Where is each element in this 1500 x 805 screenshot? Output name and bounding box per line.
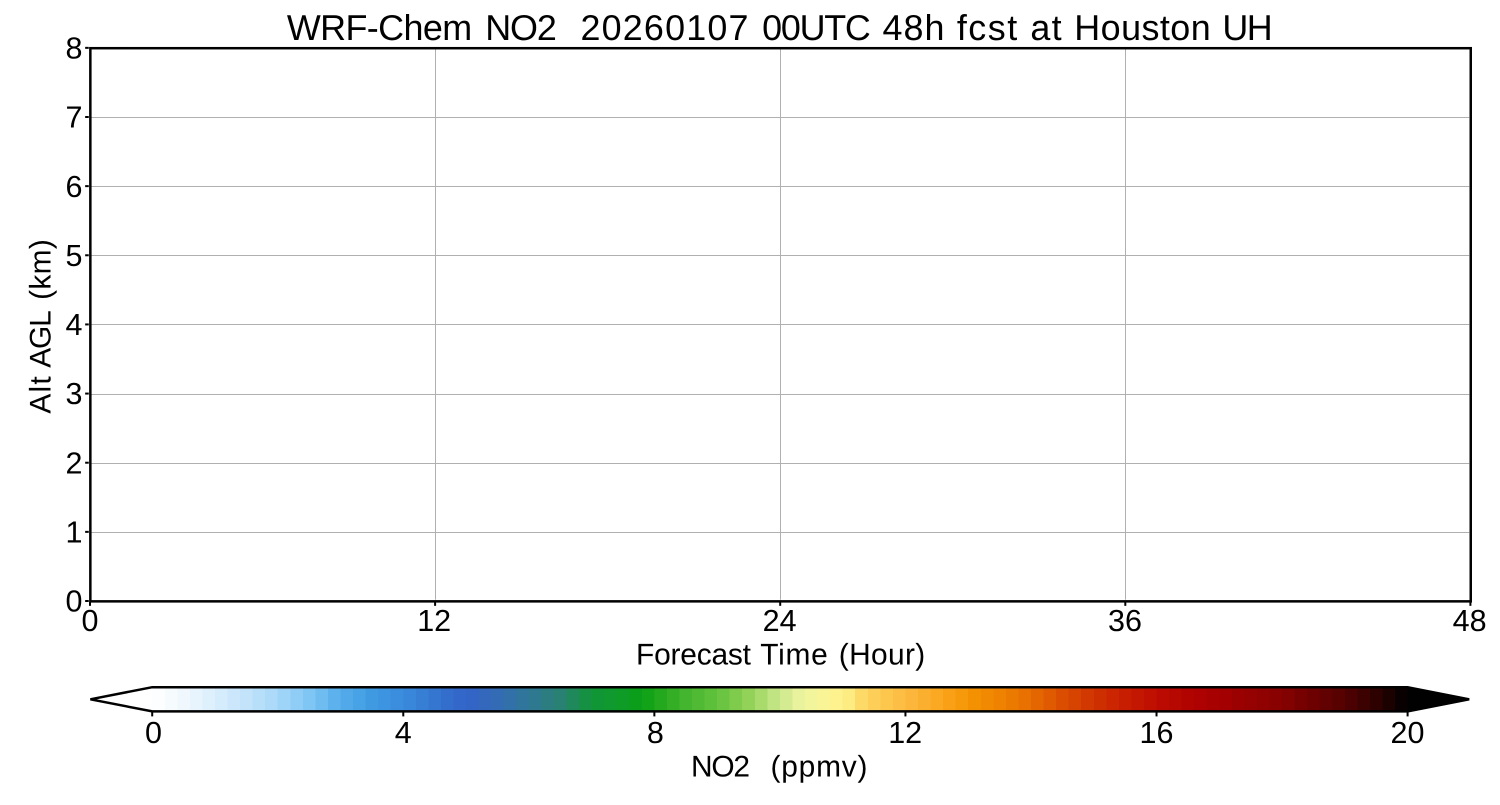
svg-text:16: 16 (1140, 716, 1174, 750)
svg-text:(km): (km) (25, 239, 58, 300)
svg-text:fcst: fcst (957, 8, 1019, 48)
svg-text:8: 8 (647, 716, 664, 750)
svg-text:UH: UH (1222, 8, 1271, 48)
svg-text:3: 3 (66, 377, 83, 411)
svg-text:2: 2 (66, 446, 83, 480)
svg-text:24: 24 (763, 604, 797, 638)
svg-text:6: 6 (66, 170, 83, 204)
svg-text:WRF-Chem: WRF-Chem (287, 8, 472, 48)
svg-text:20: 20 (1391, 716, 1425, 750)
svg-text:12: 12 (417, 604, 451, 638)
svg-text:Alt: Alt (25, 375, 58, 413)
svg-text:12: 12 (888, 716, 922, 750)
svg-text:5: 5 (66, 239, 83, 273)
svg-text:NO2: NO2 (691, 751, 749, 784)
svg-text:Time: Time (760, 638, 828, 671)
svg-text:4: 4 (395, 716, 412, 750)
svg-text:0: 0 (66, 585, 83, 619)
svg-text:1: 1 (66, 516, 83, 550)
svg-text:36: 36 (1108, 604, 1142, 638)
svg-text:Houston: Houston (1074, 8, 1211, 48)
svg-text:(Hour): (Hour) (839, 638, 926, 671)
svg-text:8: 8 (66, 32, 83, 66)
svg-text:0: 0 (145, 716, 162, 750)
svg-text:00UTC: 00UTC (762, 8, 870, 48)
svg-text:4: 4 (66, 308, 83, 342)
svg-text:at: at (1030, 8, 1062, 48)
svg-text:AGL: AGL (25, 311, 58, 368)
svg-text:NO2: NO2 (485, 8, 556, 48)
svg-text:Forecast: Forecast (636, 638, 752, 671)
svg-text:20260107: 20260107 (580, 8, 749, 48)
svg-text:48h: 48h (883, 8, 946, 48)
svg-text:0: 0 (82, 604, 99, 638)
svg-text:(ppmv): (ppmv) (770, 751, 868, 784)
svg-text:7: 7 (66, 101, 83, 135)
svg-text:48: 48 (1453, 604, 1487, 638)
